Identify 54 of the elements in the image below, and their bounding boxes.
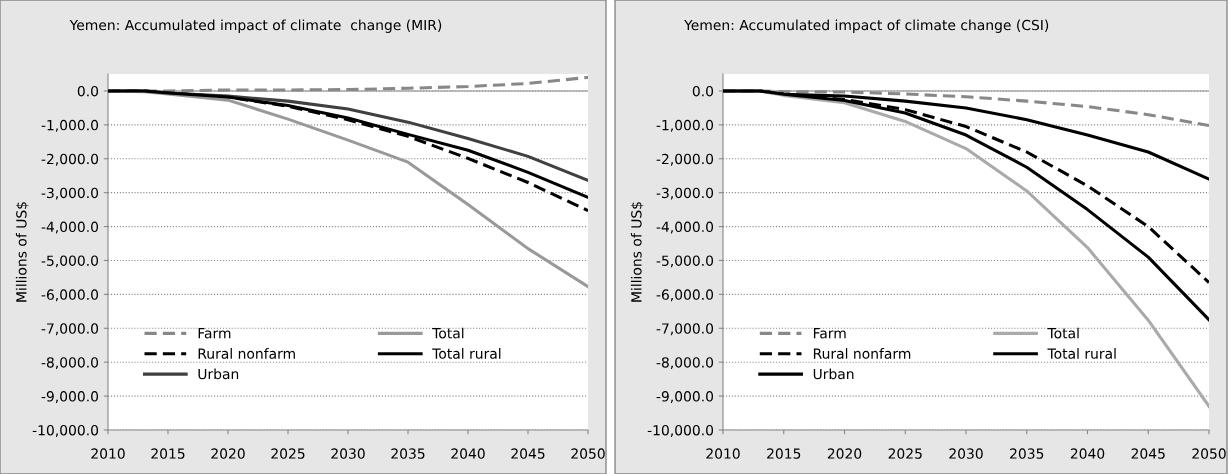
legend-label: Farm <box>813 328 846 339</box>
x-tick-label: 2025 <box>888 448 922 459</box>
legend-label: Total rural <box>1047 348 1116 359</box>
y-tick-label: -2,000.0 <box>656 153 714 166</box>
x-tick-label: 2045 <box>511 448 545 459</box>
y-tick-label: 0.0 <box>692 85 714 97</box>
y-tick-label: -8,000.0 <box>656 357 714 370</box>
y-axis-title: Millions of US$ <box>15 202 29 302</box>
y-tick-label: -6,000.0 <box>656 289 714 302</box>
x-tick-label: 2035 <box>1010 448 1044 459</box>
x-tick-label: 2010 <box>91 448 125 459</box>
y-tick-label: -7,000.0 <box>41 323 99 336</box>
y-tick-label: -9,000.0 <box>656 391 714 403</box>
y-tick-label: -1,000.0 <box>41 119 99 132</box>
x-tick-label: 2020 <box>211 448 245 459</box>
y-tick-label: -6,000.0 <box>41 289 99 302</box>
legend-label: Total <box>432 327 464 339</box>
chart-title: Yemen: Accumulated impact of climate change (MIR) <box>69 19 442 33</box>
y-tick-label: -10,000.0 <box>647 424 714 437</box>
y-tick-label: -8,000.0 <box>41 357 99 370</box>
x-tick-label: 2015 <box>151 448 185 459</box>
x-tick-label: 2050 <box>571 448 605 459</box>
y-tick-label: -3,000.0 <box>41 187 99 200</box>
x-tick-label: 2030 <box>949 448 983 459</box>
x-tick-label: 2025 <box>271 448 305 459</box>
x-tick-label: 2020 <box>827 448 862 459</box>
y-tick-label: -9,000.0 <box>41 391 99 403</box>
y-tick-label: -7,000.0 <box>656 323 714 336</box>
y-tick-label: -10,000.0 <box>32 424 99 437</box>
x-tick-label: 2030 <box>331 448 365 459</box>
y-tick-label: -1,000.0 <box>656 119 714 132</box>
legend-label: Farm <box>198 328 231 339</box>
legend-label: Total rural <box>432 348 501 359</box>
legend-label: Total <box>1047 327 1079 339</box>
y-tick-label: -3,000.0 <box>656 187 714 200</box>
legend-label: Rural nonfarm <box>198 348 295 359</box>
y-tick-label: -2,000.0 <box>41 153 99 166</box>
y-tick-label: -4,000.0 <box>656 221 714 234</box>
x-tick-label: 2035 <box>391 448 425 459</box>
x-tick-label: 2015 <box>767 448 801 459</box>
chart-title: Yemen: Accumulated impact of climate change (CSI) <box>684 19 1049 33</box>
y-tick-label: -5,000.0 <box>41 255 99 268</box>
legend-label: Urban <box>198 368 239 380</box>
x-tick-label: 2040 <box>451 448 485 459</box>
x-tick-label: 2045 <box>1131 448 1165 459</box>
x-tick-label: 2040 <box>1070 448 1105 459</box>
y-tick-label: -5,000.0 <box>656 255 714 268</box>
legend-label: Urban <box>813 368 854 380</box>
x-tick-label: 2010 <box>706 448 740 459</box>
y-axis-title: Millions of US$ <box>630 202 644 302</box>
y-tick-label: 0.0 <box>77 85 99 97</box>
legend-label: Rural nonfarm <box>813 348 911 359</box>
y-tick-label: -4,000.0 <box>41 221 99 234</box>
x-tick-label: 2050 <box>1192 448 1226 459</box>
